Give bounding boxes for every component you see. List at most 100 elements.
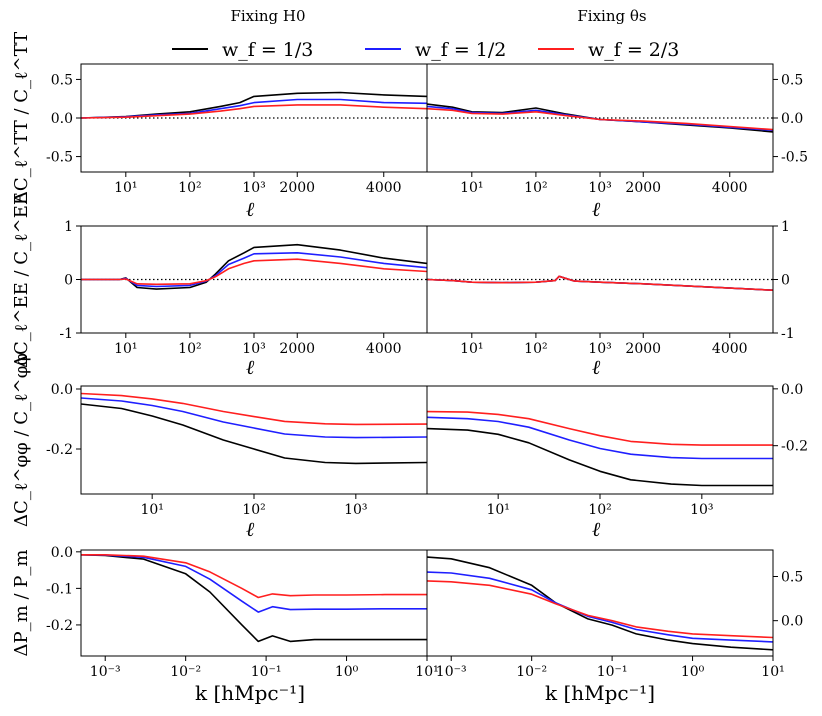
xlabel-row-2-right: ℓ — [592, 517, 601, 541]
y-tick-label: -1 — [59, 326, 73, 342]
y-tick-label: 0.0 — [781, 111, 803, 127]
panel-row-1-left: -1 0 1 10¹ 10² 10³ 2000 4000 — [59, 219, 428, 357]
series-line-2 — [81, 553, 427, 599]
x-tick-label: 10³ — [588, 341, 611, 357]
legend-label-wf-1-3: w_f = 1/3 — [222, 39, 313, 61]
x-tick-label: 10¹ — [486, 502, 509, 518]
series-line-2 — [81, 392, 427, 426]
column-title-left: Fixing H0 — [230, 7, 305, 25]
left-column-xlabels: ℓ ℓ ℓ k [hMpc⁻¹] — [195, 197, 305, 705]
x-tick-label: 10¹ — [114, 180, 137, 196]
x-tick-label: 10¹ — [460, 341, 483, 357]
x-tick-label: 10⁻² — [516, 664, 547, 680]
y-tick-label: 0.5 — [781, 570, 803, 586]
x-tick-label: 10¹ — [114, 341, 137, 357]
x-tick-label: 10³ — [242, 180, 265, 196]
x-tick-label: 10² — [178, 180, 201, 196]
x-tick-label: 10³ — [344, 502, 367, 518]
x-tick-label: 10⁻³ — [90, 664, 121, 680]
x-tick-label: 4000 — [366, 180, 402, 196]
y-tick-label: -0.1 — [46, 581, 73, 597]
x-tick-label: 10⁻³ — [436, 664, 467, 680]
x-tick-label: 4000 — [366, 341, 402, 357]
series-line-2 — [81, 258, 427, 286]
x-tick-label: 10⁻¹ — [251, 664, 282, 680]
x-tick-label: 10³ — [690, 502, 713, 518]
series-line-0 — [81, 91, 427, 119]
y-tick-label: 0 — [781, 273, 790, 289]
panel-row-3-left: 0.0 -0.1 -0.2 10⁻³ 10⁻² 10⁻¹ 10⁰ 10¹ — [46, 545, 439, 680]
x-tick-label: 10² — [588, 502, 611, 518]
x-tick-label: 10⁰ — [335, 664, 359, 680]
y-tick-label: 1 — [64, 219, 73, 235]
right-column-xlabels: ℓ ℓ ℓ k [hMpc⁻¹] — [545, 197, 655, 705]
y-tick-label: -1 — [781, 326, 795, 342]
series-line-0 — [427, 427, 773, 487]
x-tick-label: 10¹ — [140, 502, 163, 518]
xlabel-row-3-left: k [hMpc⁻¹] — [195, 681, 305, 705]
x-tick-label: 10¹ — [761, 664, 784, 680]
x-tick-label: 10⁻² — [170, 664, 201, 680]
y-tick-label: 1 — [781, 219, 790, 235]
xlabel-row-0-right: ℓ — [592, 197, 601, 221]
y-tick-label: 0.0 — [781, 382, 803, 398]
series-line-1 — [427, 416, 773, 460]
xlabel-row-2-left: ℓ — [246, 517, 255, 541]
x-tick-label: 10² — [524, 341, 547, 357]
series-line-1 — [81, 397, 427, 439]
panel-frame — [426, 549, 774, 657]
y-tick-label: 0.5 — [51, 72, 73, 88]
legend-label-wf-1-2: w_f = 1/2 — [415, 39, 506, 61]
y-tick-label: -0.5 — [46, 150, 73, 166]
panel-row-1-right: -1 0 1 10¹ 10² 10³ 2000 4000 — [426, 219, 795, 357]
panels: -0.5 0.0 0.5 10¹ 10² 10³ 2000 4000 -0.5 0.0 0.5 10¹… — [46, 63, 808, 680]
series-line-0 — [81, 403, 427, 465]
y-tick-label: -0.2 — [46, 442, 73, 458]
xlabel-row-1-left: ℓ — [246, 355, 255, 379]
series-line-1 — [81, 554, 427, 613]
y-tick-label: 0.0 — [51, 382, 73, 398]
series-line-0 — [427, 556, 773, 651]
series-line-2 — [81, 104, 427, 119]
x-tick-label: 10² — [242, 502, 265, 518]
x-tick-label: 10¹ — [460, 180, 483, 196]
x-tick-label: 10⁰ — [681, 664, 705, 680]
y-tick-label: -0.2 — [46, 618, 73, 634]
x-tick-label: 10⁻¹ — [597, 664, 628, 680]
legend-label-wf-2-3: w_f = 2/3 — [588, 39, 679, 61]
x-tick-label: 10¹ — [415, 664, 438, 680]
y-tick-label: -0.2 — [781, 439, 808, 455]
legend: w_f = 1/3 w_f = 1/2 w_f = 2/3 — [172, 39, 679, 61]
y-tick-label: 0 — [64, 273, 73, 289]
xlabel-row-1-right: ℓ — [592, 355, 601, 379]
series-line-0 — [81, 554, 427, 643]
panel-frame — [426, 385, 774, 495]
series-line-2 — [427, 410, 773, 446]
x-tick-label: 2000 — [625, 180, 661, 196]
y-tick-label: 0.5 — [781, 72, 803, 88]
y-tick-label: -0.5 — [781, 150, 808, 166]
x-tick-label: 2000 — [279, 180, 315, 196]
x-tick-label: 4000 — [712, 180, 748, 196]
y-tick-label: 0.0 — [781, 614, 803, 630]
panel-row-3-right: 0.5 0.0 10⁻³ 10⁻² 10⁻¹ 10⁰ 10¹ — [426, 549, 803, 680]
series-line-2 — [427, 107, 773, 131]
series-line-2 — [427, 580, 773, 639]
y-tick-label: 0.0 — [51, 545, 73, 561]
ylabel-row-1: ΔC_ℓ^EE / C_ℓ^EE — [11, 192, 32, 368]
xlabel-row-3-right: k [hMpc⁻¹] — [545, 681, 655, 705]
panel-row-0-right: -0.5 0.0 0.5 10¹ 10² 10³ 2000 4000 — [426, 63, 808, 196]
x-tick-label: 10³ — [242, 341, 265, 357]
x-tick-label: 10² — [178, 341, 201, 357]
panel-row-2-left: 0.0 -0.2 10¹ 10² 10³ — [46, 382, 428, 518]
x-tick-label: 10² — [524, 180, 547, 196]
x-tick-label: 2000 — [279, 341, 315, 357]
series-line-1 — [427, 571, 773, 643]
panel-row-2-right: 0.0 -0.2 10¹ 10² 10³ — [426, 382, 808, 518]
column-title-right: Fixing θs — [577, 7, 646, 25]
ylabel-row-0: ΔC_ℓ^TT / C_ℓ^TT — [11, 32, 32, 204]
series-line-2 — [427, 275, 773, 291]
ylabel-row-2: ΔC_ℓ^φφ / C_ℓ^φφ — [11, 353, 32, 527]
x-tick-label: 4000 — [712, 341, 748, 357]
